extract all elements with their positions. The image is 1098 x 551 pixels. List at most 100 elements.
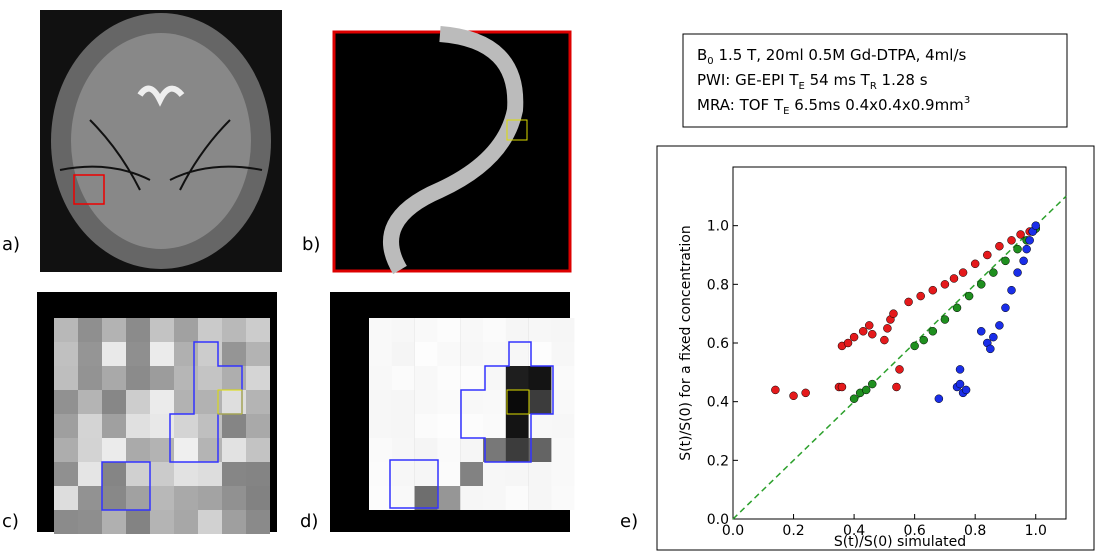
- pixel: [174, 510, 198, 534]
- pixel: [102, 414, 126, 438]
- x-tick-label: 0.4: [843, 523, 865, 539]
- pixel: [174, 318, 198, 342]
- pixel: [551, 318, 575, 342]
- pixel: [126, 342, 150, 366]
- point: [983, 250, 992, 260]
- panel-label: d): [300, 511, 318, 532]
- point: [1007, 236, 1016, 245]
- point: [928, 327, 938, 336]
- pixel: [246, 390, 270, 414]
- y-tick-label: 0.4: [707, 395, 729, 411]
- voxel-box: [506, 119, 528, 141]
- point: [976, 280, 986, 289]
- pixel: [78, 438, 102, 462]
- point: [1031, 221, 1040, 230]
- pixel: [483, 366, 506, 390]
- pixel: [369, 342, 392, 366]
- pixel: [126, 510, 150, 534]
- x-tick-label: 0.6: [904, 523, 926, 539]
- pixel: [126, 390, 150, 414]
- point: [910, 341, 919, 351]
- pixel: [126, 486, 150, 510]
- pixel: [551, 486, 575, 510]
- params-box: [682, 33, 1068, 128]
- pixel: [369, 486, 392, 510]
- pixel: [126, 318, 150, 342]
- pixel: [246, 342, 270, 366]
- subscript: E: [783, 106, 789, 117]
- brain-inner: [71, 33, 251, 249]
- pixel: [78, 390, 102, 414]
- chart-frame: [656, 145, 1095, 551]
- pixel: [174, 438, 198, 462]
- y-tick-label: 1.0: [707, 219, 729, 235]
- point: [849, 332, 859, 342]
- pixel: [528, 414, 552, 438]
- point: [861, 385, 871, 395]
- pixel: [528, 438, 552, 462]
- pixel: [102, 486, 126, 510]
- pixel: [460, 486, 484, 510]
- text: 54 ms T: [805, 71, 871, 89]
- pixel: [222, 318, 246, 342]
- roi-outline: [389, 341, 554, 509]
- pixel: [246, 414, 270, 438]
- param-line: PWI: GE-EPI TE 54 ms TR 1.28 s: [697, 71, 928, 92]
- pixel: [437, 462, 461, 486]
- pixel: [505, 366, 529, 390]
- subscript: R: [870, 81, 877, 92]
- pixel: [369, 366, 392, 390]
- pixel: [437, 318, 461, 342]
- pixel: [222, 438, 246, 462]
- pixel: [54, 510, 78, 534]
- pixel: [414, 318, 438, 342]
- point: [1001, 256, 1010, 266]
- subscript: E: [799, 81, 805, 92]
- pixel: [246, 462, 270, 486]
- image-b: [332, 30, 572, 273]
- point: [952, 303, 962, 313]
- pixel: [505, 342, 529, 366]
- point: [789, 391, 798, 401]
- pixel: [505, 486, 529, 510]
- pixel: [483, 342, 506, 366]
- point: [868, 379, 877, 389]
- panel-label: e): [620, 511, 638, 532]
- pixel: [505, 414, 529, 438]
- pixel: [414, 390, 438, 414]
- pixel: [78, 342, 102, 366]
- pixel: [391, 342, 415, 366]
- pixel: [54, 438, 78, 462]
- voxel-box: [217, 389, 243, 415]
- pixel: [414, 366, 438, 390]
- pixel: [102, 462, 126, 486]
- point: [940, 280, 950, 289]
- point: [989, 332, 998, 342]
- pixel: [198, 510, 222, 534]
- point: [892, 382, 901, 392]
- pixel: [483, 318, 506, 342]
- pixel: [483, 414, 506, 438]
- point: [1007, 285, 1016, 295]
- pixel: [391, 486, 415, 510]
- point: [934, 394, 944, 403]
- point: [843, 338, 853, 348]
- point: [916, 291, 925, 301]
- x-axis-label: S(t)/S(0) simulated: [834, 534, 966, 550]
- pixel: [528, 486, 552, 510]
- pixel: [414, 462, 438, 486]
- param-line: MRA: TOF TE 6.5ms 0.4x0.4x0.9mm3: [697, 95, 970, 117]
- pixel: [483, 438, 506, 462]
- pixel: [369, 414, 392, 438]
- pixel: [174, 462, 198, 486]
- point: [858, 327, 868, 336]
- pixel: [174, 414, 198, 438]
- pixel: [54, 414, 78, 438]
- pixel: [483, 390, 506, 414]
- point: [919, 335, 928, 345]
- pixel: [437, 342, 461, 366]
- ventricles: [137, 85, 185, 107]
- pixel: [102, 438, 126, 462]
- point: [801, 388, 810, 398]
- pixel: [54, 390, 78, 414]
